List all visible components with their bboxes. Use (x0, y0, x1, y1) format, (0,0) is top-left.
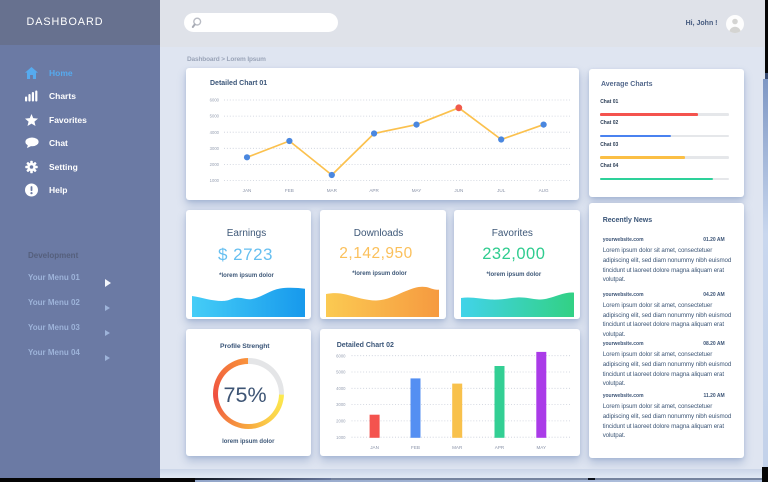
svg-text:4000: 4000 (210, 130, 220, 135)
svg-text:FEB: FEB (411, 445, 420, 450)
svg-text:6000: 6000 (210, 98, 220, 103)
svg-text:APR: APR (369, 188, 379, 193)
svg-text:3000: 3000 (210, 146, 220, 151)
svg-text:3000: 3000 (336, 402, 346, 407)
svg-text:MAY: MAY (536, 445, 546, 450)
svg-text:4000: 4000 (336, 386, 346, 391)
svg-text:5000: 5000 (336, 370, 346, 375)
svg-text:FEB: FEB (285, 188, 294, 193)
svg-text:MAR: MAR (327, 188, 338, 193)
svg-text:MAY: MAY (412, 188, 422, 193)
svg-text:JAN: JAN (243, 188, 252, 193)
svg-text:JUN: JUN (454, 188, 463, 193)
svg-text:1000: 1000 (210, 178, 220, 183)
svg-text:AUG: AUG (539, 188, 549, 193)
svg-text:JAN: JAN (370, 445, 379, 450)
svg-text:APR: APR (494, 445, 504, 450)
svg-text:6000: 6000 (336, 353, 346, 358)
svg-text:2000: 2000 (210, 162, 220, 167)
svg-text:2000: 2000 (336, 419, 346, 424)
svg-text:JUL: JUL (497, 188, 506, 193)
svg-text:5000: 5000 (210, 114, 220, 119)
svg-text:MAR: MAR (452, 445, 463, 450)
svg-text:1000: 1000 (336, 435, 346, 440)
